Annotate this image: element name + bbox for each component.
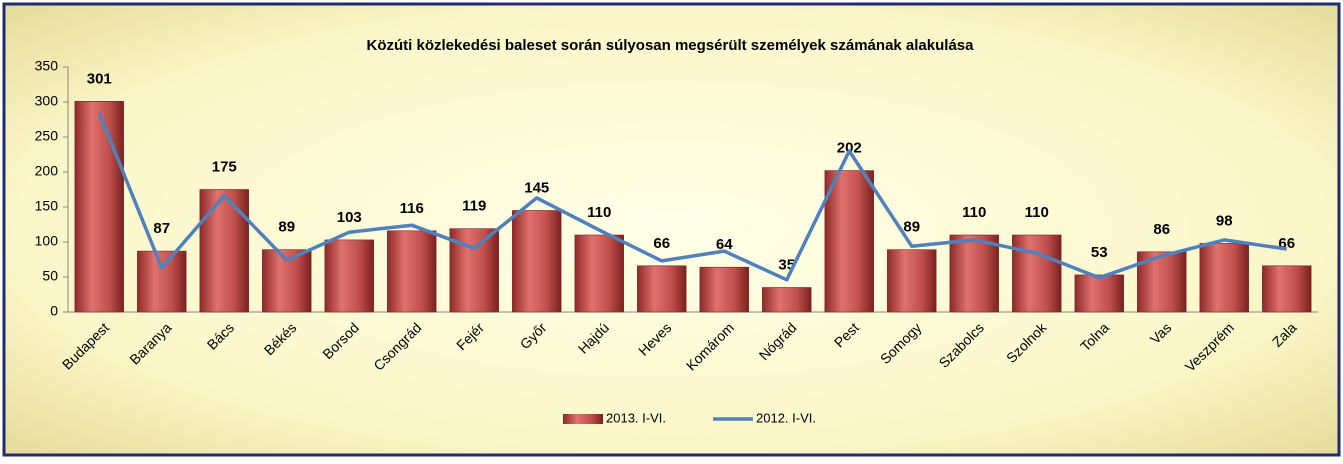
bar xyxy=(387,230,437,313)
data-label: 103 xyxy=(337,209,362,226)
legend-label: 2013. I-VI. xyxy=(606,410,666,425)
y-tick-label: 350 xyxy=(35,58,59,74)
bar xyxy=(199,189,249,313)
data-label: 53 xyxy=(1091,244,1108,261)
data-label: 119 xyxy=(462,198,486,215)
data-label: 86 xyxy=(1153,221,1170,238)
y-tick-label: 250 xyxy=(35,128,59,144)
bar xyxy=(574,234,624,313)
bar xyxy=(824,170,874,313)
y-tick-label: 200 xyxy=(35,163,59,179)
data-label: 87 xyxy=(153,220,170,237)
chart-title: Közúti közlekedési baleset során súlyosa… xyxy=(367,37,975,54)
bar xyxy=(949,234,999,313)
legend-label: 2012. I-VI. xyxy=(756,410,816,425)
bar xyxy=(699,266,749,313)
line xyxy=(97,112,1288,282)
y-tick-label: 100 xyxy=(35,233,59,249)
y-tick-label: 150 xyxy=(35,198,59,214)
bar xyxy=(887,249,937,313)
bar xyxy=(1262,265,1312,313)
data-label: 89 xyxy=(278,219,295,236)
bar xyxy=(1199,243,1249,313)
data-label: 110 xyxy=(587,204,611,221)
y-tick-label: 0 xyxy=(50,303,58,319)
legend-swatch xyxy=(563,414,603,424)
bar xyxy=(74,101,124,313)
bar xyxy=(512,210,562,313)
data-label: 66 xyxy=(653,235,670,252)
bar xyxy=(1074,274,1124,313)
data-label: 89 xyxy=(903,219,920,236)
bar xyxy=(324,239,374,313)
data-label: 301 xyxy=(87,70,112,87)
data-label: 202 xyxy=(837,140,862,157)
y-tick-label: 300 xyxy=(35,93,59,109)
data-label: 110 xyxy=(962,204,986,221)
data-label: 145 xyxy=(524,179,549,196)
bar xyxy=(762,287,812,313)
bar xyxy=(1012,234,1062,313)
data-label: 116 xyxy=(400,200,424,217)
bar xyxy=(137,250,187,313)
data-label: 110 xyxy=(1025,204,1049,221)
data-label: 175 xyxy=(212,158,237,175)
bar xyxy=(637,265,687,313)
data-label: 64 xyxy=(716,236,733,253)
y-tick-label: 50 xyxy=(42,268,58,284)
data-label: 98 xyxy=(1216,212,1233,229)
